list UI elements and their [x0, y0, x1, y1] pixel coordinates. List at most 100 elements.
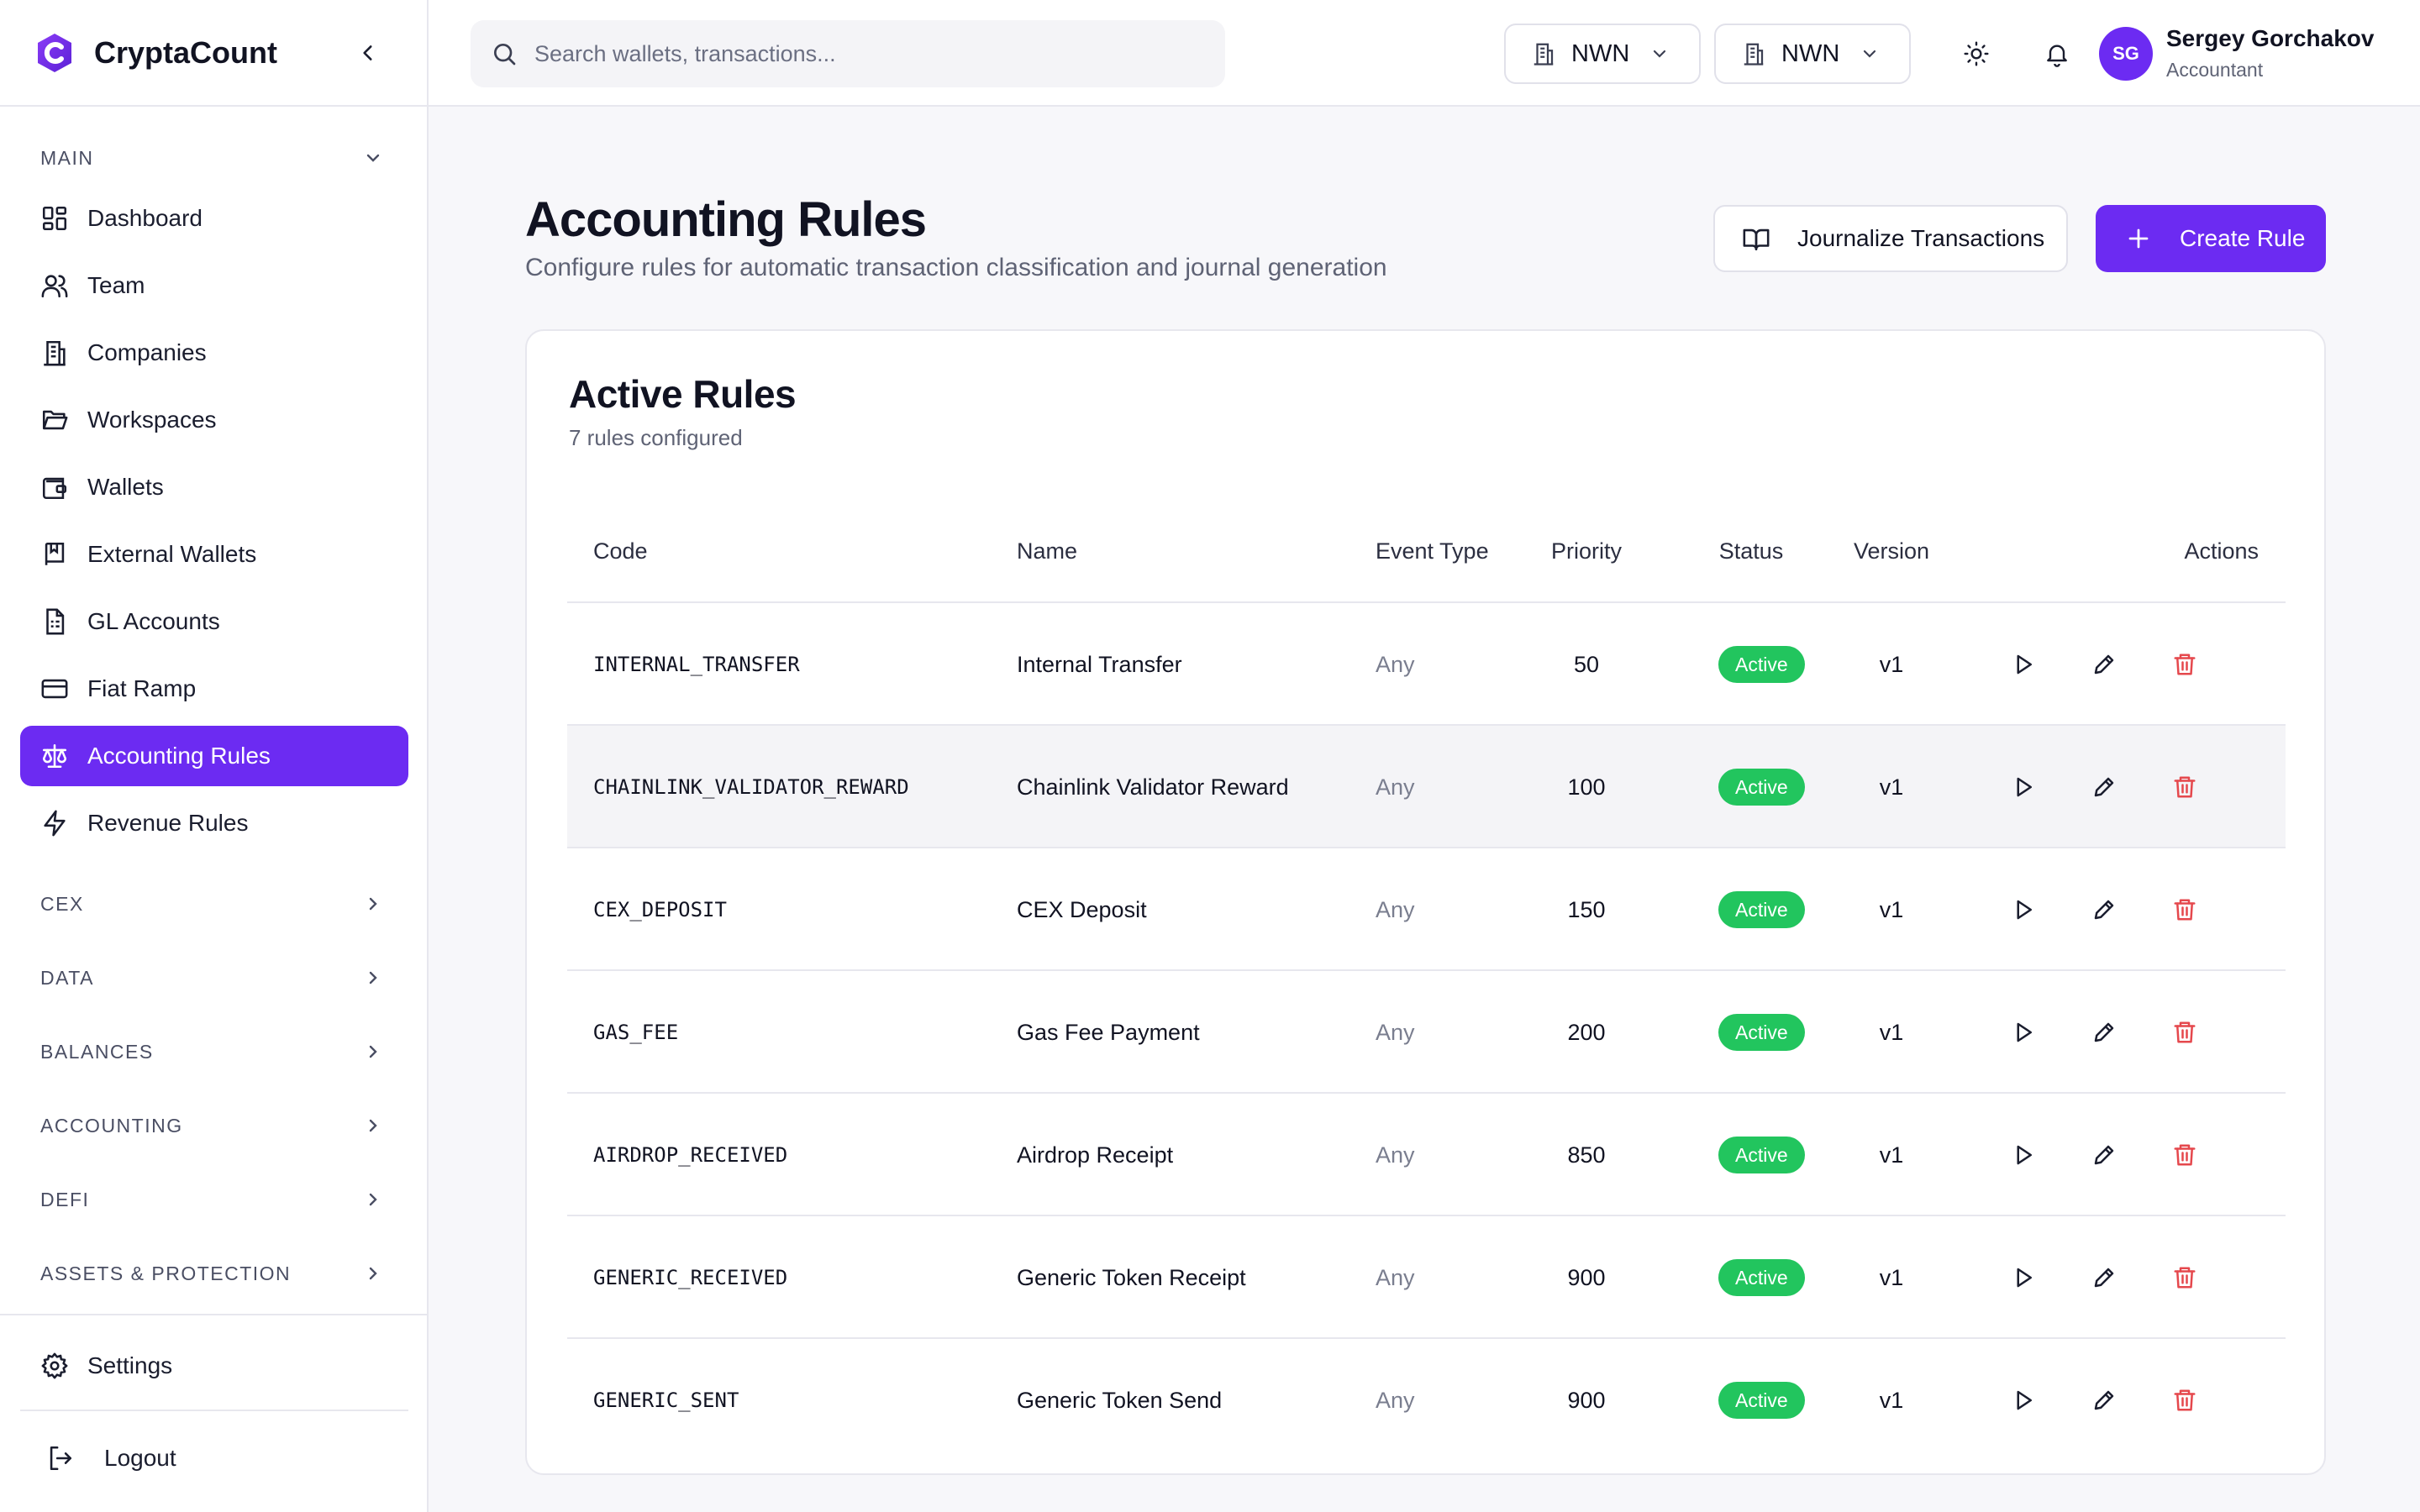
edit-rule-button[interactable] — [2086, 646, 2123, 683]
status-badge: Active — [1718, 1014, 1805, 1051]
org-select-2[interactable]: NWN — [1714, 24, 1911, 84]
section-balances[interactable]: BALANCES — [0, 1035, 429, 1068]
search-input[interactable] — [534, 40, 1190, 67]
pencil-icon — [2094, 654, 2114, 675]
rule-event-type: Any — [1376, 652, 1415, 677]
search-box[interactable] — [471, 20, 1225, 87]
rule-code: GAS_FEE — [593, 1021, 679, 1044]
table-row[interactable]: AIRDROP_RECEIVED Airdrop Receipt Any 850… — [567, 1094, 2286, 1216]
table-row[interactable]: GENERIC_SENT Generic Token Send Any 900 … — [567, 1339, 2286, 1462]
rule-name: Generic Token Send — [1017, 1388, 1223, 1413]
pencil-icon — [2094, 1390, 2114, 1410]
section-main[interactable]: MAIN — [0, 141, 429, 175]
logout-icon — [50, 1446, 72, 1471]
rule-priority: 100 — [1567, 774, 1606, 800]
column-header-event-type[interactable]: Event Type — [1376, 538, 1489, 564]
section-defi[interactable]: DEFI — [0, 1183, 429, 1216]
sidebar-item-wallets[interactable]: Wallets — [20, 457, 408, 517]
sidebar-item-settings[interactable]: Settings — [20, 1336, 408, 1396]
rule-event-type: Any — [1376, 1142, 1415, 1168]
run-rule-button[interactable] — [2005, 769, 2042, 806]
edit-rule-button[interactable] — [2086, 1137, 2123, 1173]
column-header-name[interactable]: Name — [1017, 538, 1078, 564]
table-header: Code Name Event Type Priority Status Ver… — [567, 499, 2286, 603]
table-row[interactable]: GENERIC_RECEIVED Generic Token Receipt A… — [567, 1216, 2286, 1339]
table-row[interactable]: INTERNAL_TRANSFER Internal Transfer Any … — [567, 603, 2286, 726]
status-badge: Active — [1718, 769, 1805, 806]
sidebar-item-accounting-rules[interactable]: Accounting Rules — [20, 726, 408, 786]
notifications-button[interactable] — [2037, 34, 2077, 74]
rule-name: Airdrop Receipt — [1017, 1142, 1174, 1168]
journalize-transactions-button[interactable]: Journalize Transactions — [1713, 205, 2068, 272]
play-icon — [2017, 1022, 2032, 1042]
rule-code: GENERIC_SENT — [593, 1389, 739, 1412]
chevron-down-icon — [1864, 50, 1876, 58]
section-accounting[interactable]: ACCOUNTING — [0, 1109, 429, 1142]
run-rule-button[interactable] — [2005, 1259, 2042, 1296]
table-row[interactable]: CHAINLINK_VALIDATOR_REWARD Chainlink Val… — [567, 726, 2286, 848]
section-assets-protection[interactable]: ASSETS & PROTECTION — [0, 1257, 429, 1290]
sidebar-item-team[interactable]: Team — [20, 255, 408, 316]
building-icon — [1744, 43, 1764, 66]
table-row[interactable]: GAS_FEE Gas Fee Payment Any 200 Active v… — [567, 971, 2286, 1094]
pencil-icon — [2094, 777, 2114, 797]
collapse-sidebar-button[interactable] — [351, 36, 385, 70]
create-rule-button[interactable]: Create Rule — [2096, 205, 2326, 272]
sidebar-item-fiat-ramp[interactable]: Fiat Ramp — [20, 659, 408, 719]
edit-rule-button[interactable] — [2086, 1014, 2123, 1051]
edit-rule-button[interactable] — [2086, 1382, 2123, 1419]
run-rule-button[interactable] — [2005, 1014, 2042, 1051]
org-select-value: NWN — [1781, 39, 1840, 67]
credit-card-icon — [41, 679, 68, 699]
pencil-icon — [2094, 1022, 2114, 1042]
sidebar-item-revenue-rules[interactable]: Revenue Rules — [20, 793, 408, 853]
sidebar-item-companies[interactable]: Companies — [20, 323, 408, 383]
section-data[interactable]: DATA — [0, 961, 429, 995]
status-badge: Active — [1718, 646, 1805, 683]
edit-rule-button[interactable] — [2086, 769, 2123, 806]
rule-event-type: Any — [1376, 897, 1415, 922]
sidebar-item-workspaces[interactable]: Workspaces — [20, 390, 408, 450]
ledger-icon — [46, 608, 65, 635]
sidebar-item-label: GL Accounts — [87, 608, 220, 634]
open-book-icon — [1743, 228, 1770, 251]
org-select-1[interactable]: NWN — [1504, 24, 1701, 84]
journalize-label: Journalize Transactions — [1797, 225, 2045, 251]
column-header-priority[interactable]: Priority — [1550, 538, 1622, 564]
run-rule-button[interactable] — [2005, 646, 2042, 683]
delete-rule-button[interactable] — [2166, 1382, 2203, 1419]
bookmark-book-icon — [45, 542, 65, 565]
column-header-version[interactable]: Version — [1853, 538, 1930, 564]
delete-rule-button[interactable] — [2166, 1014, 2203, 1051]
avatar[interactable]: SG — [2099, 27, 2153, 81]
edit-rule-button[interactable] — [2086, 1259, 2123, 1296]
sidebar-item-external-wallets[interactable]: External Wallets — [20, 524, 408, 585]
rule-event-type: Any — [1376, 774, 1415, 800]
sidebar-item-dashboard[interactable]: Dashboard — [20, 188, 408, 249]
play-icon — [2017, 1268, 2032, 1288]
chevron-right-icon — [369, 1045, 377, 1058]
logout-button[interactable]: Logout — [20, 1428, 408, 1488]
run-rule-button[interactable] — [2005, 1382, 2042, 1419]
run-rule-button[interactable] — [2005, 1137, 2042, 1173]
rule-priority: 900 — [1567, 1265, 1606, 1290]
sidebar-item-gl-accounts[interactable]: GL Accounts — [20, 591, 408, 652]
pencil-icon — [2094, 1145, 2114, 1165]
column-header-code[interactable]: Code — [593, 538, 648, 564]
delete-rule-button[interactable] — [2166, 1137, 2203, 1173]
gear-icon — [41, 1352, 68, 1379]
table-row[interactable]: CEX_DEPOSIT CEX Deposit Any 150 Active v… — [567, 848, 2286, 971]
delete-rule-button[interactable] — [2166, 1259, 2203, 1296]
column-header-status[interactable]: Status — [1718, 538, 1784, 564]
section-label: ACCOUNTING — [40, 1114, 183, 1137]
delete-rule-button[interactable] — [2166, 769, 2203, 806]
delete-rule-button[interactable] — [2166, 646, 2203, 683]
rule-priority: 850 — [1567, 1142, 1606, 1168]
run-rule-button[interactable] — [2005, 891, 2042, 928]
delete-rule-button[interactable] — [2166, 891, 2203, 928]
section-cex[interactable]: CEX — [0, 887, 429, 921]
edit-rule-button[interactable] — [2086, 891, 2123, 928]
sidebar-item-label: External Wallets — [87, 541, 257, 567]
theme-toggle-button[interactable] — [1956, 34, 1996, 74]
rule-code: CHAINLINK_VALIDATOR_REWARD — [593, 775, 909, 799]
